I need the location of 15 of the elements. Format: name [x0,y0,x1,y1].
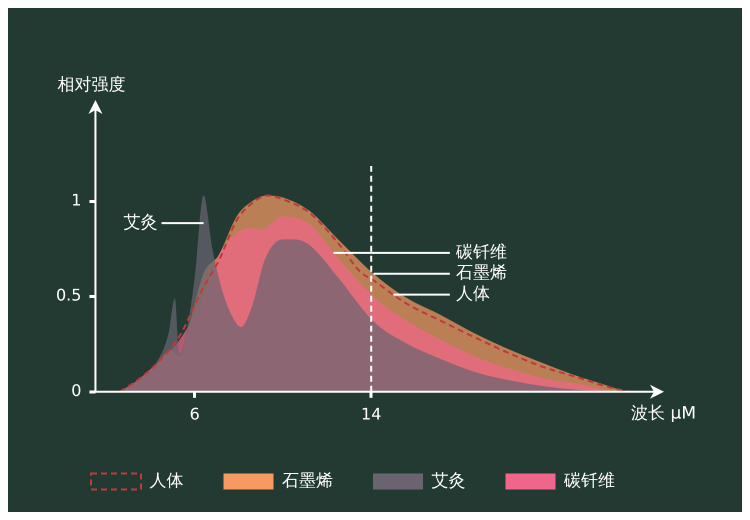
x-tick-label: 14 [361,404,382,424]
text: 碳钎维 [456,242,507,262]
legend-label: 碳钎维 [563,470,615,491]
y-tick-label: 0 [71,380,82,400]
legend-label: 艾灸 [432,470,466,491]
text: 石墨烯 [456,263,507,284]
legend-label: 石墨烯 [282,470,333,491]
text: 人体 [456,284,490,304]
text: 艾灸 [124,212,158,233]
y-tick-label: 0.5 [56,286,82,305]
x-axis-title: 波长 μM [631,404,696,424]
x-tick-label: 6 [190,404,200,424]
legend-label: 人体 [150,470,184,491]
y-tick-label: 1 [71,190,82,210]
y-axis-title: 相对强度 [57,74,126,95]
